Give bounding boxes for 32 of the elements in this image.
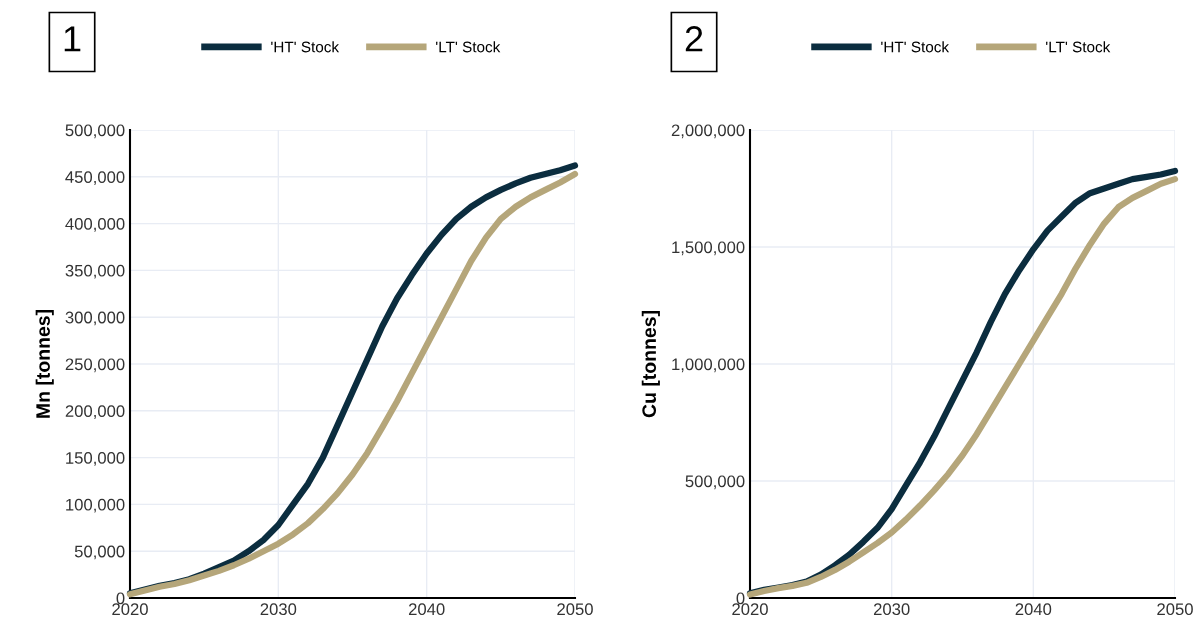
- x-tick-label: 2030: [260, 603, 297, 616]
- x-tick-label: 2020: [732, 603, 768, 616]
- y-tick-label: 500,000: [65, 124, 125, 139]
- y-axis-title: Cu [tonnes]: [641, 311, 660, 418]
- x-tick-label: 2040: [1015, 603, 1052, 616]
- y-tick-label: 150,000: [66, 452, 125, 466]
- y-tick-label: 100,000: [66, 498, 125, 513]
- y-tick-label: 1,500,000: [672, 241, 745, 256]
- y-tick-label: 0: [116, 592, 125, 605]
- x-tick-label: 2040: [408, 603, 445, 616]
- legend-label: 'HT' Stock: [271, 41, 340, 53]
- y-tick-label: 500,000: [685, 475, 745, 490]
- text: 2: [685, 26, 703, 52]
- legend-label: 'LT' Stock: [436, 41, 501, 53]
- y-tick-label: 350,000: [65, 264, 125, 279]
- x-tick-label: 2050: [557, 603, 593, 616]
- y-tick-label: 1,000,000: [672, 358, 745, 373]
- legend-label: 'HT' Stock: [881, 41, 950, 53]
- y-tick-label: 200,000: [65, 405, 125, 419]
- y-tick-label: 0: [736, 592, 745, 605]
- y-axis-title: Mn [tonnes]: [35, 310, 54, 418]
- y-tick-label: 250,000: [65, 358, 125, 373]
- x-tick-label: 2020: [112, 603, 148, 616]
- x-tick-label: 2030: [873, 603, 910, 616]
- x-tick-label: 2050: [1157, 603, 1193, 616]
- y-tick-label: 300,000: [65, 311, 125, 326]
- legend-label: 'LT' Stock: [1046, 41, 1111, 53]
- y-tick-label: 400,000: [65, 218, 125, 232]
- y-tick-label: 450,000: [65, 171, 125, 185]
- y-tick-label: 2,000,000: [671, 124, 745, 139]
- text: 1: [64, 26, 81, 52]
- y-tick-label: 50,000: [74, 545, 125, 560]
